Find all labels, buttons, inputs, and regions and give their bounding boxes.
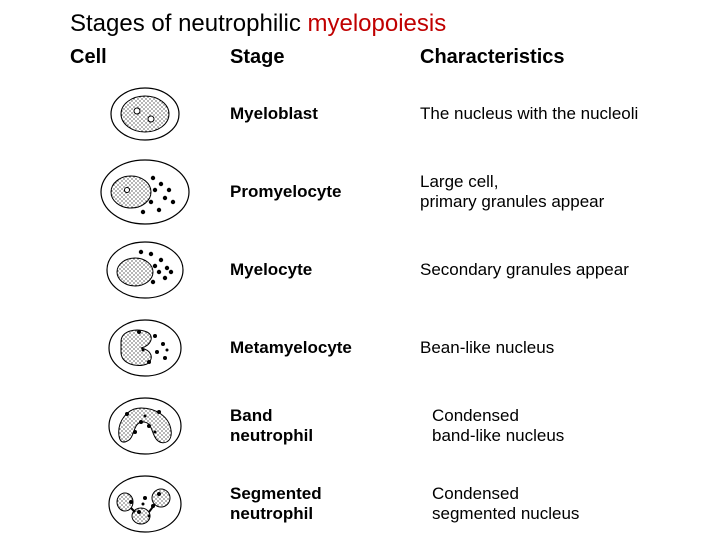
cell-diagram-myeloblast: [70, 75, 220, 153]
char-label: Large cell,primary granules appear: [420, 153, 690, 231]
char-label: Secondary granules appear: [420, 231, 690, 309]
cell-diagram-metamyelocyte: [70, 309, 220, 387]
header-stage: Stage: [230, 46, 410, 75]
cell-diagram-promyelocyte: [70, 153, 220, 231]
stage-label: Segmentedneutrophil: [230, 465, 410, 543]
cell-diagram-segmented-neutrophil: [70, 465, 220, 543]
slide: Stages of neutrophilic myelopoiesis Cell…: [0, 0, 720, 540]
title-text-red: myelopoiesis: [307, 10, 446, 37]
cell-diagram-band-neutrophil: [70, 387, 220, 465]
char-label: Bean-like nucleus: [420, 309, 690, 387]
char-label: The nucleus with the nucleoli: [420, 75, 690, 153]
char-label: Condensedsegmented nucleus: [420, 465, 690, 543]
stage-label: Metamyelocyte: [230, 309, 410, 387]
page-title: Stages of neutrophilic myelopoiesis: [70, 10, 690, 38]
stage-label: Promyelocyte: [230, 153, 410, 231]
char-label: Condensedband-like nucleus: [420, 387, 690, 465]
stage-label: Bandneutrophil: [230, 387, 410, 465]
header-cell: Cell: [70, 46, 220, 75]
stage-label: Myeloblast: [230, 75, 410, 153]
cell-diagram-myelocyte: [70, 231, 220, 309]
stage-label: Myelocyte: [230, 231, 410, 309]
table: Cell Stage Characteristics Myeloblast Th…: [70, 46, 690, 543]
title-text-plain: Stages of neutrophilic: [70, 10, 307, 37]
header-char: Characteristics: [420, 46, 690, 75]
